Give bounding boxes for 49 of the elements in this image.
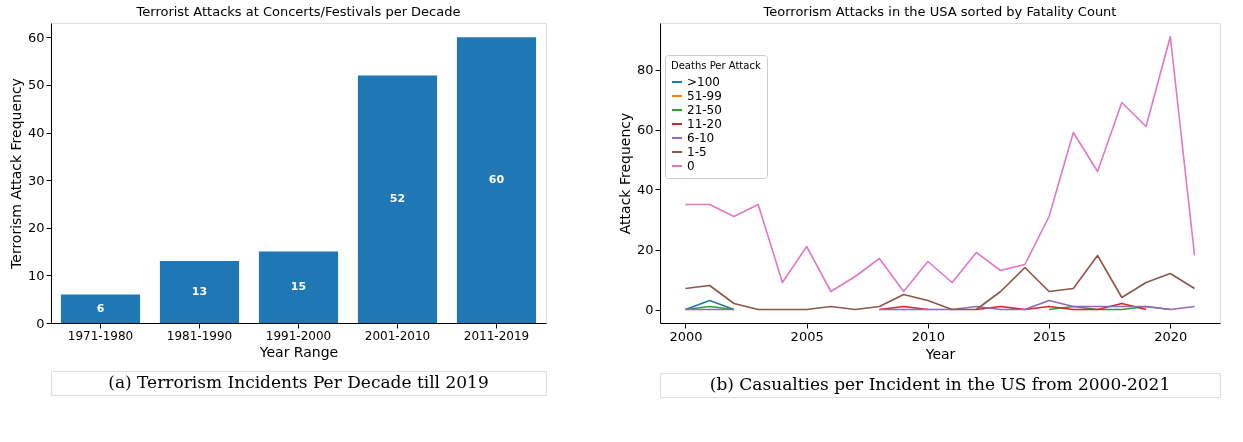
x-tick-label: 1981-1990 bbox=[166, 328, 233, 343]
data-label: 15 bbox=[290, 280, 307, 294]
x-tick-label: 2000 bbox=[669, 328, 703, 344]
text: (b) Casualties per Incident in the US from 2000-2021 bbox=[709, 374, 1171, 394]
y-tick-label: 20 bbox=[27, 220, 45, 236]
x-tick-label: 2011-2019 bbox=[463, 328, 530, 343]
data-label: 52 bbox=[389, 192, 406, 206]
y-tick-label: 60 bbox=[636, 122, 654, 137]
data-label: 13 bbox=[191, 285, 208, 299]
y-tick-label: 50 bbox=[27, 77, 45, 93]
legend-label: 21-50 bbox=[687, 103, 722, 117]
legend-label: 11-20 bbox=[687, 117, 722, 131]
legend-label: 0 bbox=[687, 159, 695, 173]
y-tick-label: 80 bbox=[636, 62, 654, 77]
y-axis-title: Attack Frequency bbox=[616, 112, 633, 235]
x-tick-label: 1991-2000 bbox=[265, 328, 332, 343]
bar bbox=[60, 294, 141, 323]
x-tick-label: 2015 bbox=[1033, 328, 1067, 344]
bar bbox=[357, 75, 438, 323]
data-label: 60 bbox=[488, 173, 505, 187]
bar bbox=[456, 37, 537, 323]
y-tick-label: 30 bbox=[27, 172, 45, 188]
y-tick-label: 0 bbox=[36, 315, 45, 331]
text: (a) Terrorism Incidents Per Decade till 2019 bbox=[108, 372, 489, 392]
legend-title: Deaths Per Attack bbox=[671, 60, 761, 71]
y-tick-label: 40 bbox=[636, 182, 654, 197]
legend-label: 6-10 bbox=[687, 131, 715, 145]
legend-label: >100 bbox=[687, 75, 720, 89]
bar bbox=[159, 261, 240, 323]
x-tick-label: 1971-1980 bbox=[67, 328, 134, 343]
x-axis-title: Year bbox=[924, 345, 956, 362]
legend-label: 1-5 bbox=[687, 145, 707, 159]
line-series bbox=[684, 254, 1196, 311]
y-tick-label: 20 bbox=[636, 242, 654, 257]
chart-title: Teorrorism Attacks in the USA sorted by Fatality Count bbox=[762, 4, 1117, 19]
x-tick-label: 2001-2010 bbox=[364, 328, 431, 343]
data-label: 6 bbox=[96, 301, 105, 315]
bar bbox=[258, 251, 339, 323]
legend-label: 51-99 bbox=[687, 89, 722, 103]
x-tick-label: 2020 bbox=[1154, 328, 1188, 344]
y-tick-label: 40 bbox=[27, 125, 45, 141]
x-axis-title: Year Range bbox=[258, 343, 339, 360]
y-tick-label: 60 bbox=[27, 29, 45, 45]
chart-title: Terrorist Attacks at Concerts/Festivals per Decade bbox=[135, 4, 461, 19]
y-tick-label: 0 bbox=[645, 302, 654, 317]
x-tick-label: 2010 bbox=[911, 328, 945, 344]
y-axis-title: Terrorism Attack Frequency bbox=[7, 78, 24, 270]
y-tick-label: 10 bbox=[27, 267, 45, 283]
x-tick-label: 2005 bbox=[790, 328, 824, 344]
